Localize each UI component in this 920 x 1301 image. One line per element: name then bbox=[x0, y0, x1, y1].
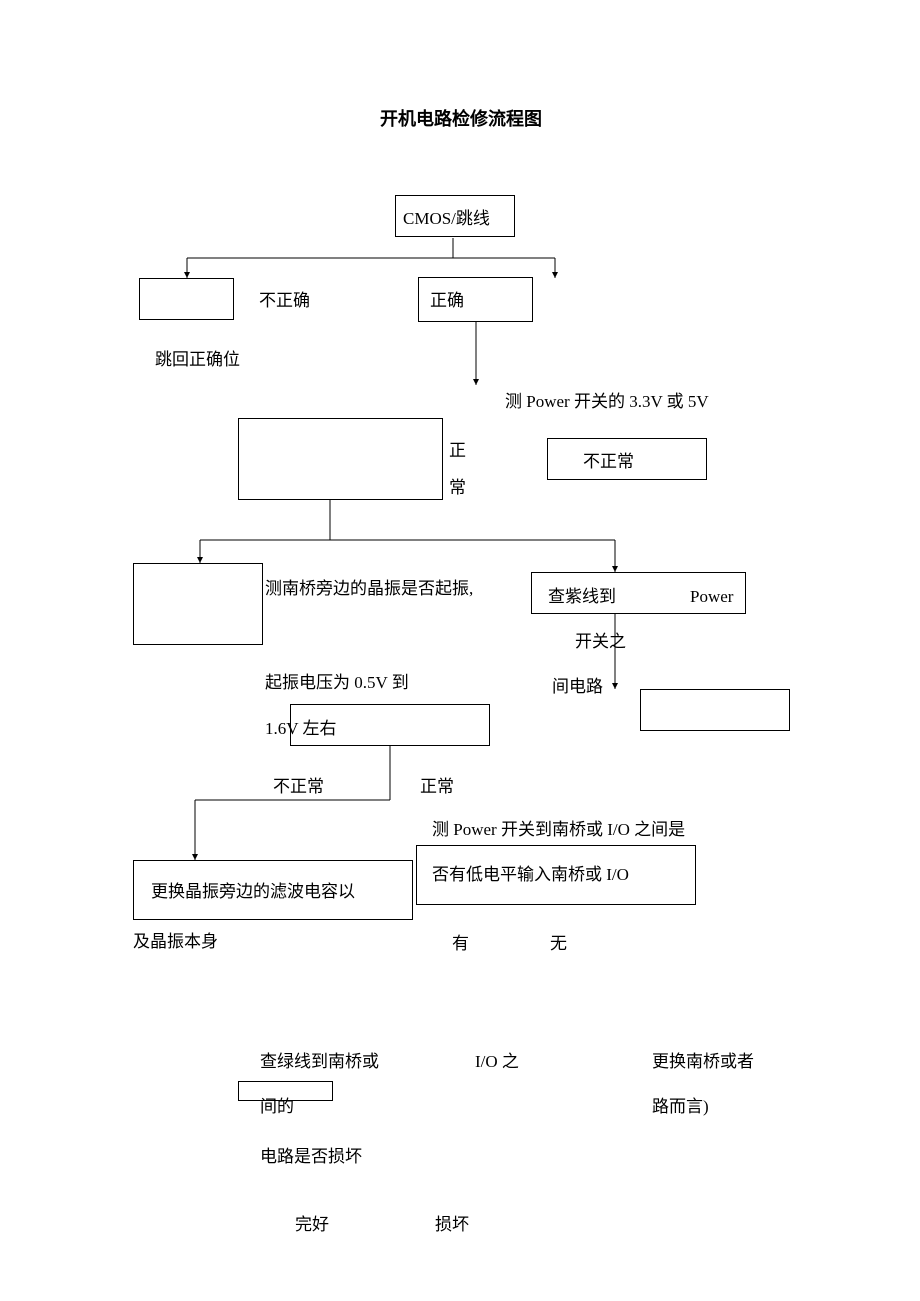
label-switch-between: 开关之 bbox=[575, 630, 626, 654]
box-left-empty bbox=[139, 278, 234, 320]
box-small-right bbox=[640, 689, 790, 731]
label-damaged: 损坏 bbox=[435, 1213, 469, 1237]
label-measure-power: 测 Power 开关的 3.3V 或 5V bbox=[505, 390, 709, 414]
label-io-between: I/O 之 bbox=[475, 1050, 519, 1074]
box-normal bbox=[238, 418, 443, 500]
label-correct: 正确 bbox=[430, 289, 464, 313]
label-normal2: 正常 bbox=[420, 775, 454, 799]
label-between-text: 间的 bbox=[260, 1095, 294, 1119]
label-intact: 完好 bbox=[295, 1213, 329, 1237]
label-circuit-damage: 电路是否损坏 bbox=[260, 1145, 362, 1169]
label-none: 无 bbox=[550, 932, 567, 956]
label-normal-vert: 正常 bbox=[449, 432, 466, 507]
label-crystal-voltage2: 1.6V 左右 bbox=[265, 717, 336, 741]
page-title: 开机电路检修流程图 bbox=[380, 105, 542, 131]
label-cmos: CMOS/跳线 bbox=[403, 207, 490, 231]
label-check-green: 查绿线到南桥或 bbox=[260, 1050, 379, 1074]
label-measure-low2: 否有低电平输入南桥或 I/O bbox=[432, 863, 629, 887]
label-replace-filter: 更换晶振旁边的滤波电容以 bbox=[151, 880, 355, 904]
label-measure-crystal: 测南桥旁边的晶振是否起振, bbox=[265, 577, 473, 601]
label-road-text: 路而言) bbox=[652, 1095, 709, 1119]
label-replace-filter2: 及晶振本身 bbox=[133, 930, 218, 954]
label-check-purple: 查紫线到 bbox=[548, 585, 616, 609]
label-crystal-voltage1: 起振电压为 0.5V 到 bbox=[265, 671, 409, 695]
box-crystal-left bbox=[133, 563, 263, 645]
label-has: 有 bbox=[452, 932, 469, 956]
label-circuit-between: 间电路 bbox=[552, 675, 603, 699]
label-measure-low: 测 Power 开关到南桥或 I/O 之间是 bbox=[432, 818, 685, 842]
label-abnormal: 不正常 bbox=[583, 450, 634, 474]
label-abnormal2: 不正常 bbox=[273, 775, 324, 799]
label-jump-back: 跳回正确位 bbox=[155, 348, 240, 372]
label-power-text: Power bbox=[690, 585, 733, 609]
label-incorrect: 不正确 bbox=[259, 289, 310, 313]
label-replace-south: 更换南桥或者 bbox=[652, 1050, 754, 1074]
